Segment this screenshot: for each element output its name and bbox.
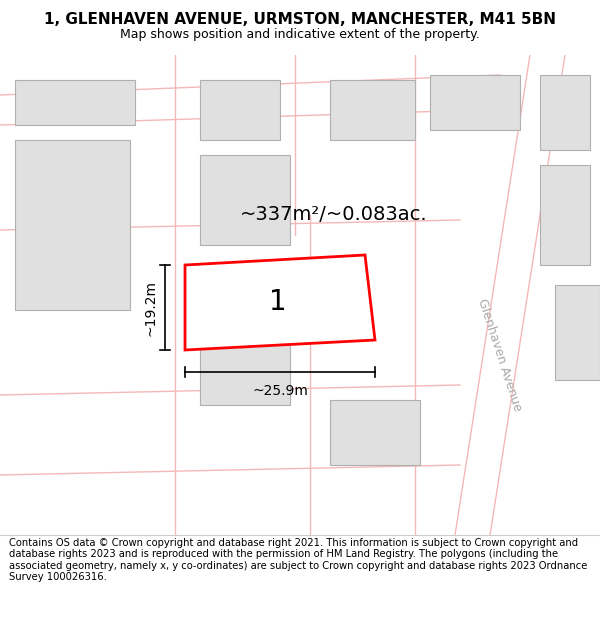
Polygon shape: [330, 80, 415, 140]
Polygon shape: [15, 80, 135, 125]
Text: Glenhaven Avenue: Glenhaven Avenue: [476, 297, 524, 413]
Polygon shape: [200, 80, 280, 140]
Text: Map shows position and indicative extent of the property.: Map shows position and indicative extent…: [120, 28, 480, 41]
Polygon shape: [185, 255, 375, 350]
Text: 1, GLENHAVEN AVENUE, URMSTON, MANCHESTER, M41 5BN: 1, GLENHAVEN AVENUE, URMSTON, MANCHESTER…: [44, 12, 556, 27]
Text: ~25.9m: ~25.9m: [252, 384, 308, 398]
Polygon shape: [540, 75, 590, 150]
Polygon shape: [200, 155, 290, 245]
Text: ~19.2m: ~19.2m: [143, 279, 157, 336]
Text: ~337m²/~0.083ac.: ~337m²/~0.083ac.: [240, 206, 428, 224]
Text: 1: 1: [269, 289, 286, 316]
Polygon shape: [540, 165, 590, 265]
Polygon shape: [430, 75, 520, 130]
Polygon shape: [200, 325, 290, 405]
Polygon shape: [15, 140, 130, 310]
Polygon shape: [555, 285, 600, 380]
Text: Contains OS data © Crown copyright and database right 2021. This information is : Contains OS data © Crown copyright and d…: [9, 538, 587, 582]
Polygon shape: [330, 400, 420, 465]
